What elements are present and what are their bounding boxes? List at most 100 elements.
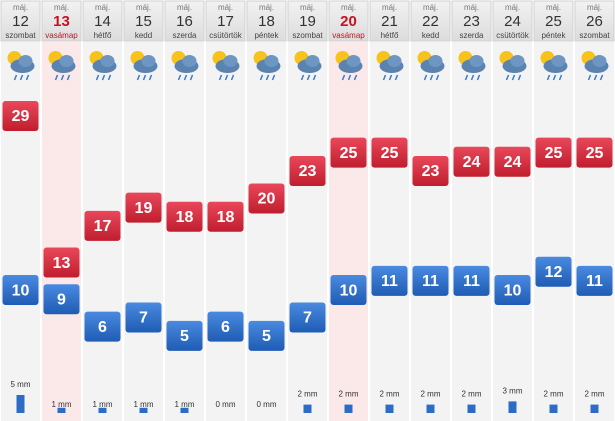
high-temp: 23 (422, 163, 440, 180)
day-header (123, 0, 164, 42)
high-temp-box (248, 183, 285, 214)
low-temp-box (2, 275, 39, 306)
high-temp: 20 (258, 191, 276, 208)
low-temp-box (330, 275, 367, 306)
low-temp: 5 (262, 328, 271, 345)
day-number: 23 (463, 13, 480, 30)
icon-rain (505, 74, 510, 81)
high-temp-box (84, 210, 121, 241)
low-temp-box (125, 302, 162, 333)
high-temp-box (453, 146, 490, 177)
day-header (533, 0, 574, 42)
day-header (451, 0, 492, 42)
day-column (411, 42, 450, 421)
high-temp-box (43, 247, 80, 278)
icon-rain (54, 74, 59, 81)
icon-rain (271, 74, 276, 81)
day-number: 21 (381, 13, 398, 30)
day-header (574, 0, 615, 42)
high-temp: 18 (176, 209, 194, 226)
low-temp-box (248, 320, 285, 351)
day-column (452, 42, 491, 421)
icon-rain (136, 74, 141, 81)
high-temp-box (2, 101, 39, 131)
low-temp: 6 (98, 319, 107, 336)
day-number: 13 (53, 13, 70, 30)
month: máj. (341, 3, 356, 12)
low-temp: 12 (545, 264, 563, 281)
high-temp: 19 (135, 200, 153, 217)
weather-icon (335, 51, 363, 81)
icon-rain (306, 74, 311, 81)
icon-cloud (428, 55, 443, 67)
precip-bar (139, 407, 148, 413)
day-column (575, 42, 614, 421)
precip-label: 2 mm (380, 390, 400, 399)
day-column (1, 42, 40, 421)
icon-rain (66, 74, 71, 81)
low-temp: 10 (340, 282, 358, 299)
icon-cloud (223, 55, 238, 67)
day-number: 24 (504, 13, 521, 30)
low-temp-box (207, 311, 244, 342)
high-temp-box (494, 146, 531, 177)
precip-bar (549, 404, 558, 413)
high-temp: 13 (53, 255, 71, 272)
low-temp: 11 (463, 273, 480, 290)
high-temp-box (412, 155, 449, 186)
icon-rain (394, 74, 399, 81)
low-temp-box (166, 320, 203, 351)
day-column (247, 42, 286, 421)
icon-rain (259, 74, 264, 81)
high-temp-box (576, 137, 613, 168)
precip-label: 2 mm (421, 390, 441, 399)
day-header (328, 0, 369, 42)
icon-rain (265, 74, 270, 81)
low-temp-box (371, 265, 408, 296)
high-temp-box (166, 201, 203, 232)
low-temp-box (412, 265, 449, 296)
low-temp: 6 (221, 319, 230, 336)
precip-label: 3 mm (503, 387, 523, 396)
precip-bar (98, 407, 107, 413)
precip-bar (344, 404, 353, 413)
weekday: péntek (254, 31, 279, 40)
low-temp: 11 (381, 273, 398, 290)
high-temp-box (371, 137, 408, 168)
icon-cloud (592, 55, 607, 67)
icon-rain (224, 74, 229, 81)
icon-rain (382, 74, 387, 81)
low-temp-box (289, 302, 326, 333)
precip-bar (467, 404, 476, 413)
day-column (329, 42, 368, 421)
icon-cloud (264, 55, 279, 67)
precip-bar (180, 407, 189, 413)
low-temp-box (535, 256, 572, 287)
weather-icon (417, 51, 445, 81)
day-column (288, 42, 327, 421)
weather-icon (499, 51, 527, 81)
day-column (124, 42, 163, 421)
day-number: 14 (94, 13, 111, 30)
icon-rain (218, 74, 223, 81)
day-header (287, 0, 328, 42)
precip-label: 0 mm (257, 400, 277, 409)
icon-cloud (59, 55, 74, 67)
weekday: kedd (135, 31, 152, 40)
icon-rain (435, 74, 440, 81)
low-temp-box (494, 275, 531, 306)
icon-rain (546, 74, 551, 81)
month: máj. (300, 3, 315, 12)
icon-cloud (510, 55, 525, 67)
day-header (246, 0, 287, 42)
precip-bar (590, 404, 599, 413)
weekday: csütörtök (496, 31, 529, 40)
weather-icon (376, 51, 404, 81)
weekday: péntek (541, 31, 566, 40)
low-temp-box (453, 265, 490, 296)
icon-rain (25, 74, 30, 81)
icon-rain (148, 74, 153, 81)
low-temp-box (43, 284, 80, 315)
day-number: 12 (12, 13, 29, 30)
day-number: 15 (135, 13, 152, 30)
